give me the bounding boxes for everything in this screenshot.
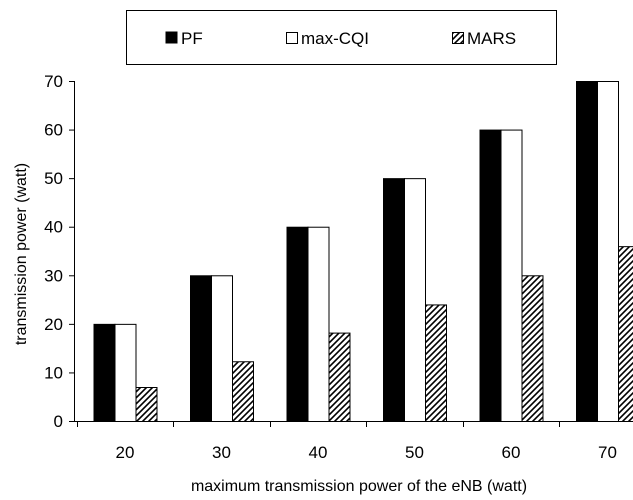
y-tick-label: 10: [44, 363, 63, 382]
x-axis-ticks: 20 30 40 50 60 70: [77, 421, 617, 462]
x-tick-label: 70: [598, 443, 617, 462]
bar-pf-70: [576, 81, 598, 422]
legend-label-mars: MARS: [467, 29, 516, 48]
bar-max-cqi-20: [114, 323, 137, 423]
bars: [93, 81, 633, 423]
legend-swatch-pf: [165, 31, 178, 44]
bar-max-cqi-40: [307, 226, 330, 422]
bar-mars-40: [328, 332, 351, 423]
bar-pf-60: [479, 129, 502, 422]
bar-max-cqi-50: [404, 178, 426, 422]
legend-swatch-max-cqi: [286, 32, 298, 44]
x-axis-title: maximum transmission power of the eNB (w…: [191, 478, 527, 495]
y-tick-label: 60: [44, 121, 63, 140]
bar-mars-20: [135, 387, 158, 422]
y-axis-ticks: 0 10 20 30 40 50 60 70: [44, 72, 74, 431]
bar-pf-30: [190, 275, 212, 422]
x-tick-label: 60: [502, 443, 521, 462]
x-tick-label: 40: [309, 443, 328, 462]
x-tick-label: 20: [116, 443, 135, 462]
legend-label-pf: PF: [181, 29, 203, 48]
y-tick-label: 40: [44, 218, 63, 237]
y-tick-label: 30: [44, 266, 63, 285]
y-tick-label: 50: [44, 169, 63, 188]
x-tick-label: 50: [405, 443, 424, 462]
y-tick-label: 20: [44, 315, 63, 334]
bar-mars-60: [521, 275, 544, 422]
bar-pf-20: [93, 323, 116, 423]
y-tick-label: 0: [54, 412, 63, 431]
legend-label-max-cqi: max-CQI: [301, 29, 369, 48]
bar-mars-30: [232, 361, 254, 422]
y-axis-title: transmission power (watt): [13, 163, 30, 345]
legend: PF max-CQI MARS: [126, 10, 557, 65]
bar-mars-70: [618, 246, 633, 422]
bar-max-cqi-30: [211, 275, 233, 422]
legend-box: [126, 10, 557, 65]
bar-max-cqi-60: [500, 129, 523, 422]
bar-mars-50: [425, 304, 447, 422]
bar-pf-50: [383, 178, 405, 422]
bar-max-cqi-70: [597, 81, 619, 422]
y-tick-label: 70: [44, 72, 63, 91]
x-tick-label: 30: [212, 443, 231, 462]
legend-swatch-mars: [452, 32, 464, 44]
bar-pf-40: [286, 226, 309, 422]
